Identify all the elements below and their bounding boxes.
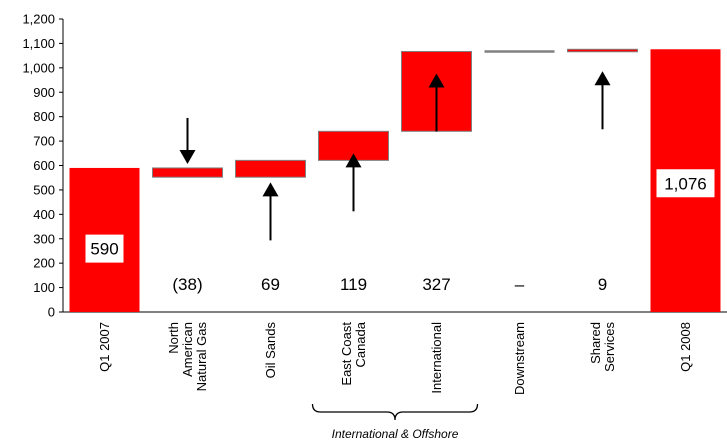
y-tick-label: 1,000	[22, 60, 55, 75]
group-bracket	[311, 403, 479, 421]
value-label: 590	[90, 240, 118, 259]
x-category-label: Q1 2007	[97, 322, 112, 372]
y-tick-label: 200	[33, 256, 55, 271]
y-tick-label: 300	[33, 231, 55, 246]
x-category-label: North	[166, 322, 181, 354]
y-tick-label: 900	[33, 85, 55, 100]
y-tick-label: 600	[33, 158, 55, 173]
x-category-label: American	[180, 322, 195, 377]
x-category-label: Q1 2008	[678, 322, 693, 372]
bar-delta	[235, 159, 306, 178]
value-label: 119	[340, 275, 367, 294]
y-tick-label: 100	[33, 280, 55, 295]
bar-delta	[567, 48, 638, 53]
y-tick-label: 400	[33, 207, 55, 222]
y-tick-label: 1,100	[22, 36, 55, 51]
y-tick-label: 800	[33, 109, 55, 124]
labels-layer: 590 (38) 69 119 327 – 9 1,076	[85, 169, 715, 294]
value-label: (38)	[172, 275, 202, 294]
x-category-label: Natural Gas	[194, 322, 209, 392]
x-category-label: Downstream	[512, 322, 527, 395]
value-label: –	[515, 275, 525, 294]
value-label-box	[656, 169, 715, 198]
arrow-up-head-icon	[262, 182, 279, 197]
bars-layer	[69, 48, 721, 312]
y-tick-label: 1,200	[22, 12, 55, 27]
x-category-label: International	[429, 322, 444, 394]
value-label: 69	[261, 275, 280, 294]
value-label: 9	[598, 275, 607, 294]
axis-layer: 0 100 200 300 400 500 600 700 800 900 1,000 1,100 1,…	[22, 12, 727, 320]
bar-delta	[152, 167, 223, 178]
x-category-label: Services	[602, 322, 617, 372]
arrow-down-head-icon	[179, 149, 196, 164]
y-tick-label: 700	[33, 134, 55, 149]
x-category-label: East Coast	[339, 322, 354, 386]
x-labels-layer: Q1 2007 North American Natural Gas Oil Sands…	[97, 321, 693, 395]
y-tick-label: 0	[48, 305, 55, 320]
group-bracket-layer: International & Offshore	[311, 403, 479, 441]
value-label: 327	[422, 275, 450, 294]
value-label: 1,076	[664, 174, 707, 193]
x-category-label: Canada	[353, 321, 368, 367]
arrow-up-head-icon	[594, 71, 611, 86]
arrows-layer	[179, 71, 611, 241]
arrow-up-head-icon	[428, 73, 445, 88]
x-category-label: Oil Sands	[263, 322, 278, 379]
value-label-box	[85, 234, 124, 263]
y-tick-label: 500	[33, 182, 55, 197]
arrow-up-head-icon	[345, 153, 362, 168]
x-category-label: Shared	[588, 322, 603, 364]
group-bracket-label: International & Offshore	[332, 427, 459, 441]
